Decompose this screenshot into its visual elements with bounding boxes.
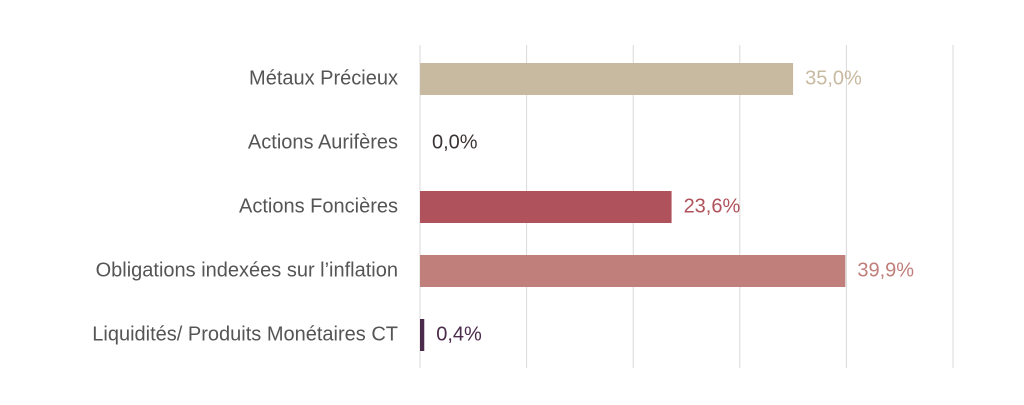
category-label: Obligations indexées sur l’inflation [96,259,398,281]
category-label: Liquidités/ Produits Monétaires CT [92,323,398,345]
value-label: 0,4% [436,323,482,345]
value-label: 0,0% [432,131,478,153]
category-label: Actions Foncières [239,195,398,217]
value-label: 39,9% [857,259,914,281]
bar [420,191,672,223]
bar [420,63,794,95]
value-label: 23,6% [684,195,741,217]
bar [420,255,846,287]
category-label: Actions Aurifères [248,131,398,153]
category-label: Métaux Précieux [249,67,398,89]
value-label: 35,0% [805,67,862,89]
bar [420,319,425,351]
